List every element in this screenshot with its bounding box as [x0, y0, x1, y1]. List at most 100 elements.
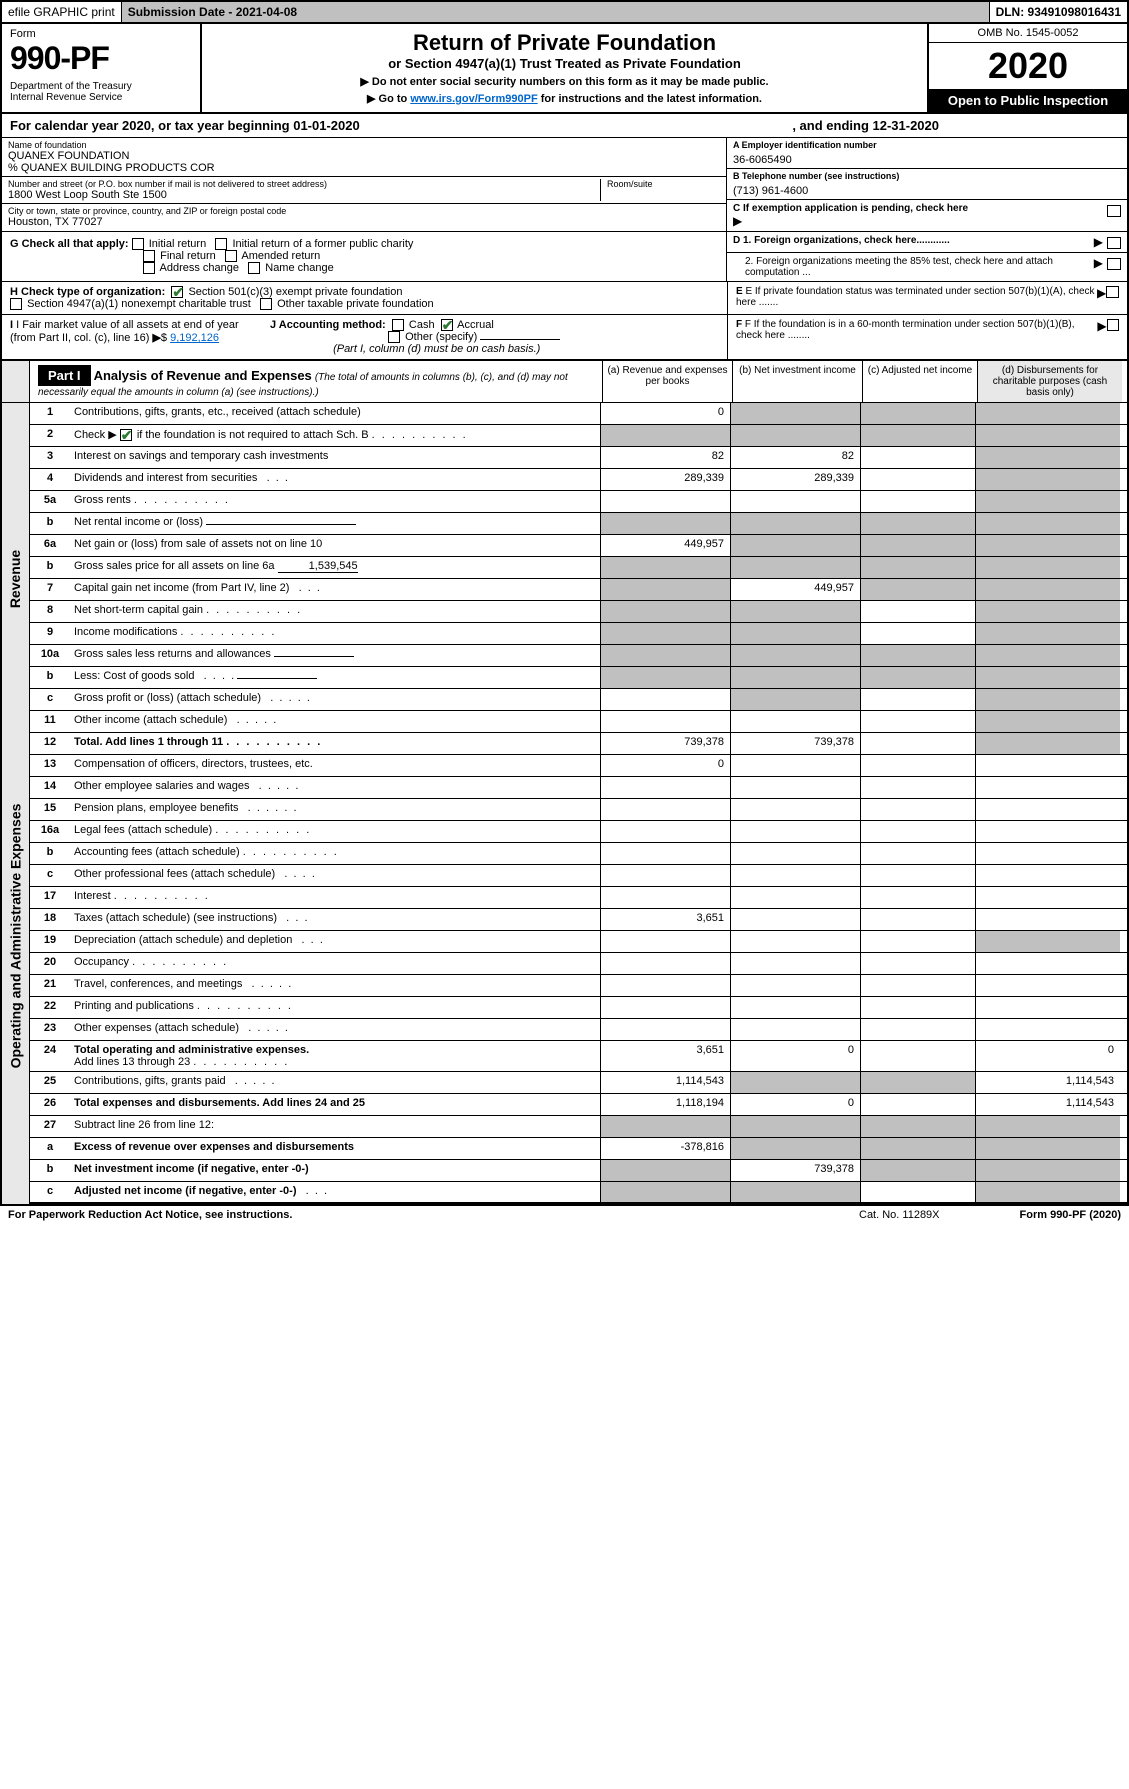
exemption-checkbox[interactable]	[1107, 205, 1121, 217]
header-left: Form 990-PF Department of the TreasuryIn…	[2, 24, 202, 112]
other-taxable-checkbox[interactable]	[260, 298, 272, 310]
row-22: 22Printing and publications	[30, 997, 1127, 1019]
ein-row: A Employer identification number 36-6065…	[727, 138, 1127, 169]
col-a-header: (a) Revenue and expenses per books	[602, 361, 732, 402]
revenue-label: Revenue	[2, 403, 30, 755]
row-7: 7Capital gain net income (from Part IV, …	[30, 579, 1127, 601]
instructions-link[interactable]: www.irs.gov/Form990PF	[410, 93, 537, 105]
expense-section: Operating and Administrative Expenses 13…	[2, 755, 1127, 1116]
col-b-header: (b) Net investment income	[732, 361, 862, 402]
name-change-checkbox[interactable]	[248, 262, 260, 274]
row-25: 25Contributions, gifts, grants paid . . …	[30, 1072, 1127, 1094]
ij-row: I I Fair market value of all assets at e…	[2, 315, 1127, 361]
e-checkbox[interactable]	[1106, 286, 1119, 298]
501c3-checkbox[interactable]	[171, 286, 183, 298]
fmv-link[interactable]: 9,192,126	[170, 332, 219, 344]
analysis-title: Analysis of Revenue and Expenses	[94, 368, 312, 383]
foundation-info: Name of foundation QUANEX FOUNDATION % Q…	[2, 138, 727, 231]
row-6a: 6aNet gain or (loss) from sale of assets…	[30, 535, 1127, 557]
h-label: H Check type of organization:	[10, 286, 165, 298]
phone-row: B Telephone number (see instructions) (7…	[727, 169, 1127, 200]
row-5b: bNet rental income or (loss)	[30, 513, 1127, 535]
h-row: H Check type of organization: Section 50…	[2, 282, 1127, 315]
top-bar: efile GRAPHIC print Submission Date - 20…	[2, 2, 1127, 24]
row-5a: 5aGross rents	[30, 491, 1127, 513]
row-15: 15Pension plans, employee benefits . . .…	[30, 799, 1127, 821]
phone: (713) 961-4600	[733, 181, 1121, 197]
form-label: Form	[10, 28, 192, 40]
right-info-col: A Employer identification number 36-6065…	[727, 138, 1127, 231]
tax-year: 2020	[929, 43, 1127, 89]
street-address: 1800 West Loop South Ste 1500	[8, 189, 600, 201]
efile-label: efile GRAPHIC print	[2, 2, 122, 22]
row-2: 2Check ▶ if the foundation is not requir…	[30, 425, 1127, 447]
f-checkbox[interactable]	[1107, 319, 1119, 331]
name-row: Name of foundation QUANEX FOUNDATION % Q…	[2, 138, 726, 177]
footer: For Paperwork Reduction Act Notice, see …	[0, 1206, 1129, 1224]
row-16c: cOther professional fees (attach schedul…	[30, 865, 1127, 887]
row-1: 1Contributions, gifts, grants, etc., rec…	[30, 403, 1127, 425]
amended-checkbox[interactable]	[225, 250, 237, 262]
row-27: 27Subtract line 26 from line 12:	[30, 1116, 1127, 1138]
address-change-checkbox[interactable]	[143, 262, 155, 274]
header: Form 990-PF Department of the TreasuryIn…	[2, 24, 1127, 114]
row-27c: cAdjusted net income (if negative, enter…	[30, 1182, 1127, 1204]
g-row: G Check all that apply: Initial return I…	[2, 232, 1127, 282]
city-state-zip: Houston, TX 77027	[8, 216, 720, 228]
form-container: efile GRAPHIC print Submission Date - 20…	[0, 0, 1129, 1206]
final-return-checkbox[interactable]	[143, 250, 155, 262]
care-of: % QUANEX BUILDING PRODUCTS COR	[8, 162, 720, 174]
inspection-label: Open to Public Inspection	[929, 89, 1127, 112]
part1-header: Part I Analysis of Revenue and Expenses …	[2, 361, 1127, 403]
row-24: 24Total operating and administrative exp…	[30, 1041, 1127, 1072]
row-20: 20Occupancy	[30, 953, 1127, 975]
g-label: G Check all that apply:	[10, 238, 129, 250]
row-23: 23Other expenses (attach schedule) . . .…	[30, 1019, 1127, 1041]
row-16a: 16aLegal fees (attach schedule)	[30, 821, 1127, 843]
address-row: Number and street (or P.O. box number if…	[2, 177, 726, 204]
4947-checkbox[interactable]	[10, 298, 22, 310]
row-17: 17Interest	[30, 887, 1127, 909]
department: Department of the TreasuryInternal Reven…	[10, 81, 192, 103]
row-13: 13Compensation of officers, directors, t…	[30, 755, 1127, 777]
header-right: OMB No. 1545-0052 2020 Open to Public In…	[927, 24, 1127, 112]
submission-date: Submission Date - 2021-04-08	[122, 2, 990, 22]
row-10a: 10aGross sales less returns and allowanc…	[30, 645, 1127, 667]
d-section: D 1. Foreign organizations, check here..…	[727, 232, 1127, 281]
row-18: 18Taxes (attach schedule) (see instructi…	[30, 909, 1127, 931]
part-label: Part I	[38, 365, 91, 386]
note-ssn: ▶ Do not enter social security numbers o…	[208, 75, 921, 88]
row-4: 4Dividends and interest from securities …	[30, 469, 1127, 491]
row-10b: bLess: Cost of goods sold . . . .	[30, 667, 1127, 689]
summary-section: 27Subtract line 26 from line 12: aExcess…	[2, 1116, 1127, 1204]
row-19: 19Depreciation (attach schedule) and dep…	[30, 931, 1127, 953]
sch-b-checkbox[interactable]	[120, 429, 132, 441]
initial-former-checkbox[interactable]	[215, 238, 227, 250]
d2-checkbox[interactable]	[1107, 258, 1121, 270]
row-6b: bGross sales price for all assets on lin…	[30, 557, 1127, 579]
row-3: 3Interest on savings and temporary cash …	[30, 447, 1127, 469]
calendar-year-row: For calendar year 2020, or tax year begi…	[2, 114, 1127, 138]
exemption-row: C If exemption application is pending, c…	[727, 200, 1127, 231]
revenue-section: Revenue 1Contributions, gifts, grants, e…	[2, 403, 1127, 755]
row-12: 12Total. Add lines 1 through 11 739,3787…	[30, 733, 1127, 755]
d1-checkbox[interactable]	[1107, 237, 1121, 249]
f-row: F F If the foundation is in a 60-month t…	[727, 315, 1127, 359]
row-14: 14Other employee salaries and wages . . …	[30, 777, 1127, 799]
row-27b: bNet investment income (if negative, ent…	[30, 1160, 1127, 1182]
expense-label: Operating and Administrative Expenses	[2, 755, 30, 1116]
col-d-header: (d) Disbursements for charitable purpose…	[977, 361, 1122, 402]
form-number: 990-PF	[10, 40, 192, 77]
row-9: 9Income modifications	[30, 623, 1127, 645]
accrual-checkbox[interactable]	[441, 319, 453, 331]
ein: 36-6065490	[733, 150, 1121, 166]
initial-return-checkbox[interactable]	[132, 238, 144, 250]
row-21: 21Travel, conferences, and meetings . . …	[30, 975, 1127, 997]
other-method-checkbox[interactable]	[388, 331, 400, 343]
catalog-number: Cat. No. 11289X	[859, 1209, 940, 1221]
form-title: Return of Private Foundation	[208, 30, 921, 56]
cash-checkbox[interactable]	[392, 319, 404, 331]
city-row: City or town, state or province, country…	[2, 204, 726, 230]
d1-row: D 1. Foreign organizations, check here..…	[727, 232, 1127, 253]
form-ref: Form 990-PF (2020)	[1020, 1209, 1121, 1221]
